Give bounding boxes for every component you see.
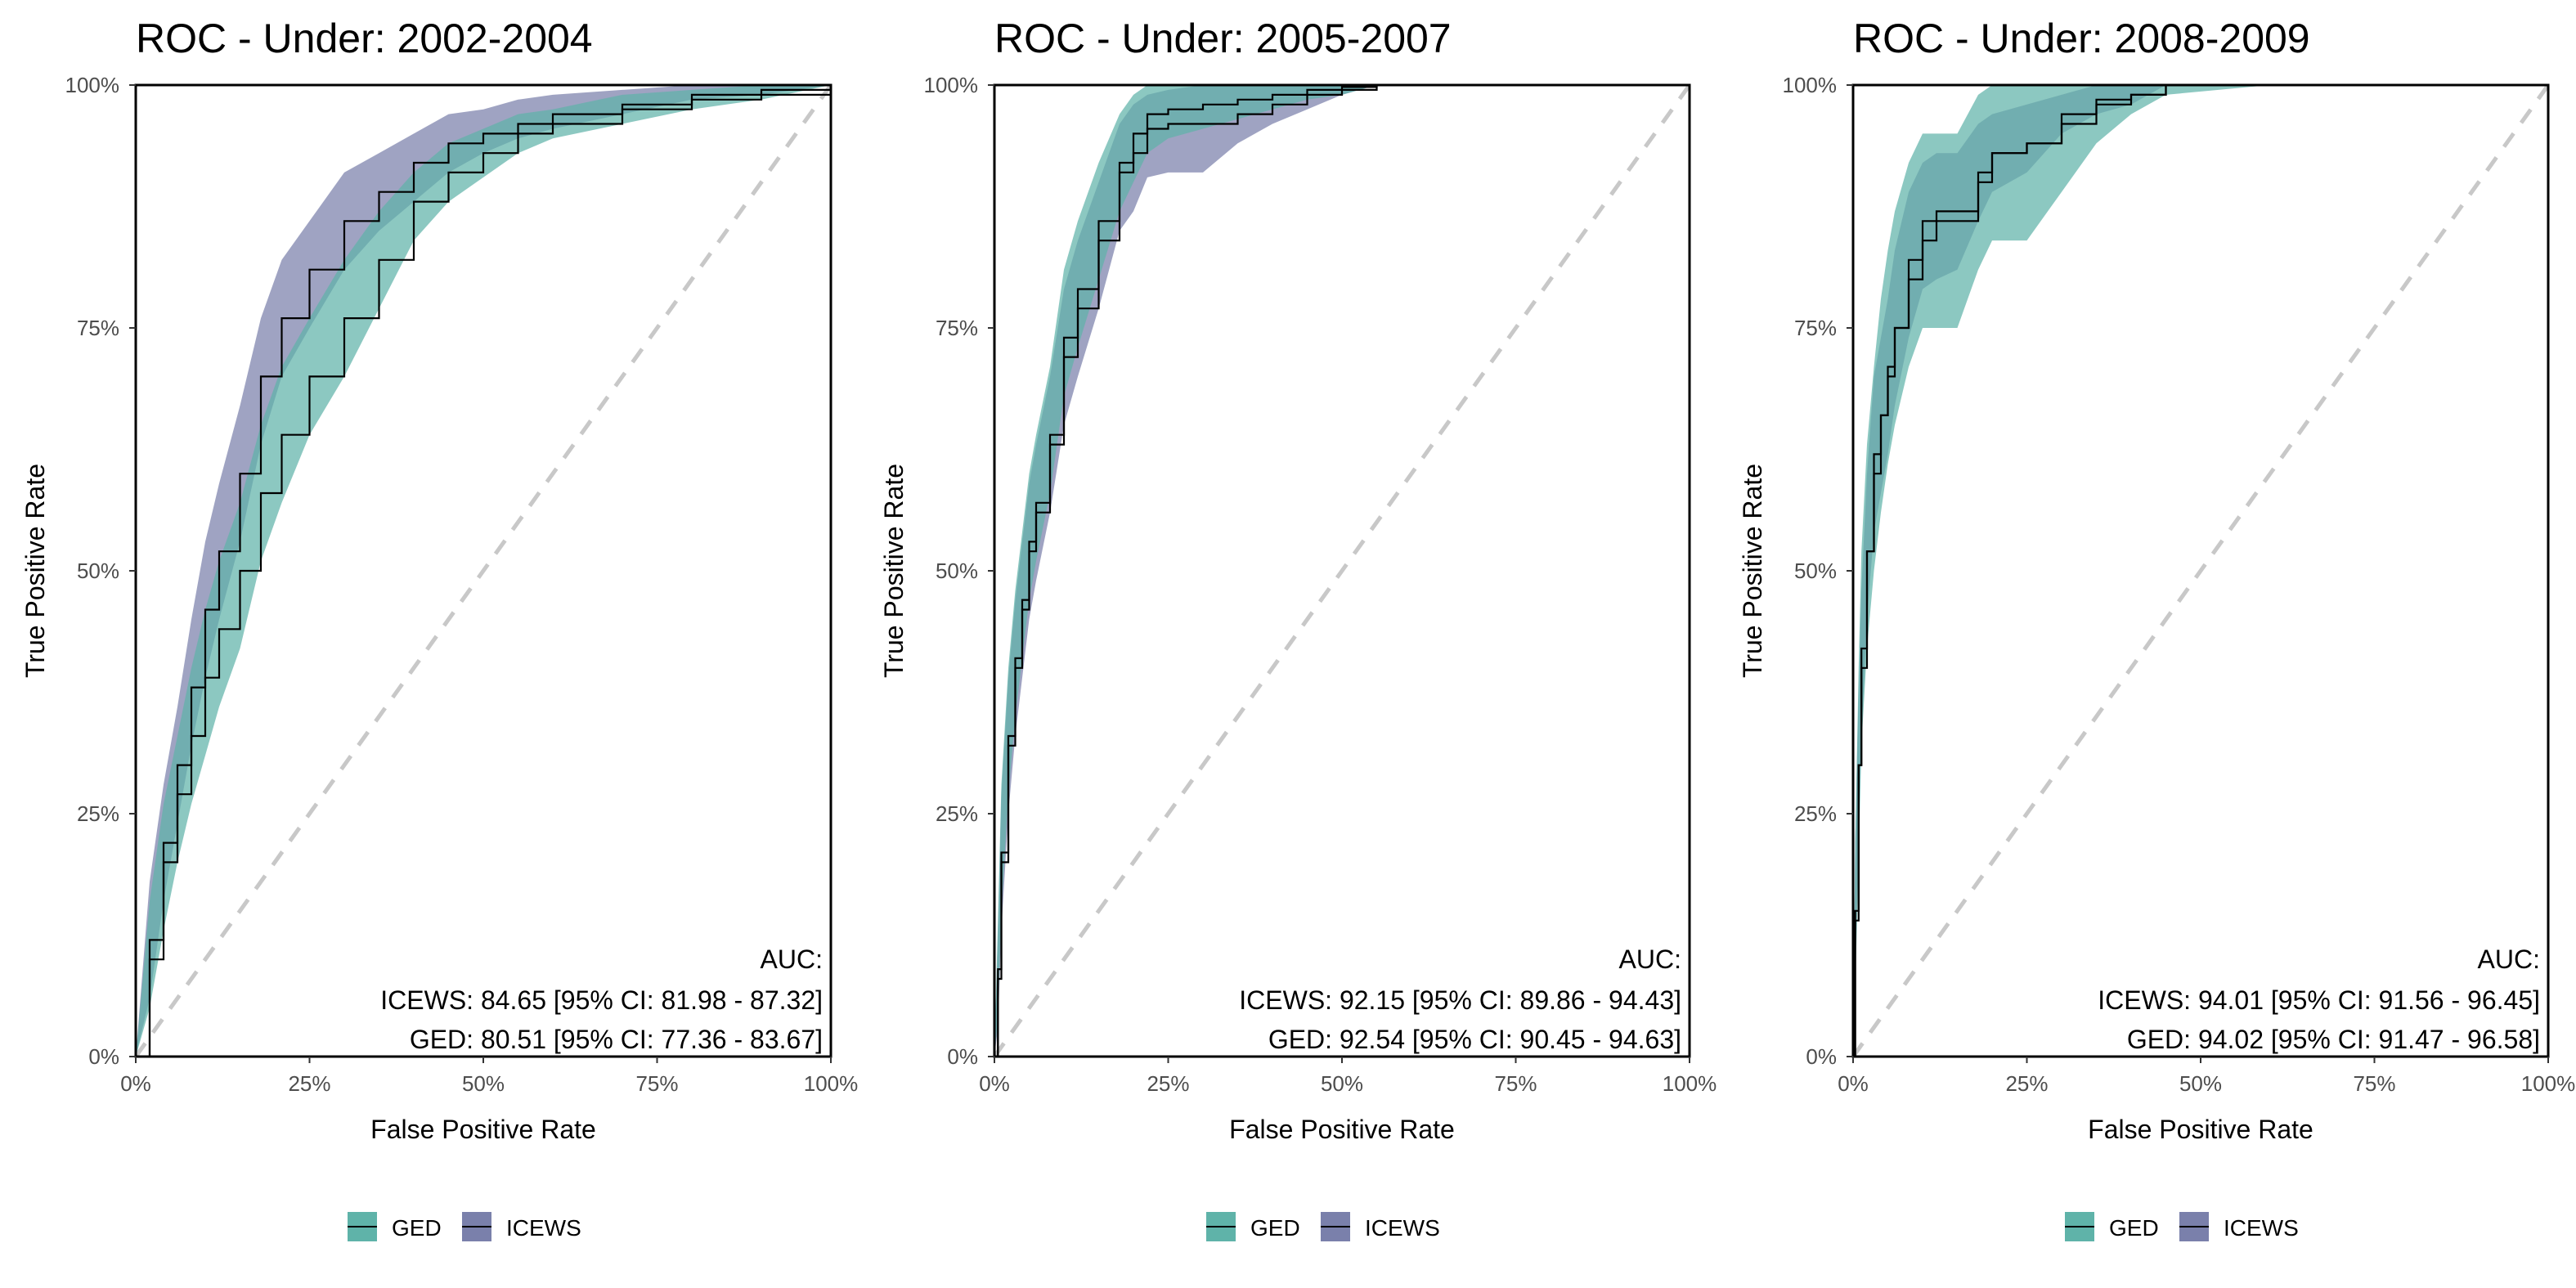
y-tick-label: 25%	[77, 801, 119, 826]
legend: GED ICEWS	[348, 1212, 581, 1241]
y-tick-label: 75%	[936, 316, 978, 340]
confidence-band-ged	[136, 85, 831, 1057]
y-tick-label: 50%	[77, 559, 119, 583]
auc-heading: AUC:	[761, 945, 823, 974]
legend-label-ged: GED	[392, 1215, 442, 1241]
x-tick-label: 25%	[1147, 1071, 1189, 1096]
x-tick-label: 25%	[288, 1071, 330, 1096]
roc-panel-2: ROC - Under: 2005-2007 0% 25% 50% 75% 100% 0% 2…	[879, 16, 1717, 1241]
auc-line: GED: 92.54 [95% CI: 90.45 - 94.63]	[1268, 1025, 1681, 1054]
roc-line-ged	[136, 85, 832, 1058]
y-tick-label: 100%	[924, 73, 979, 97]
auc-heading: AUC:	[1619, 945, 1681, 974]
x-tick-label: 0%	[979, 1071, 1010, 1096]
roc-panel-3: ROC - Under: 2008-2009 0% 25% 50% 75% 100% 0% 2…	[1738, 16, 2575, 1241]
panel-title: ROC - Under: 2002-2004	[136, 16, 593, 61]
x-tick-label: 100%	[804, 1071, 859, 1096]
diagonal-reference-line	[992, 83, 1692, 1058]
x-tick-label: 75%	[2353, 1071, 2395, 1096]
x-tick-label: 50%	[1321, 1071, 1363, 1096]
x-tick-label: 0%	[1838, 1071, 1869, 1096]
y-tick-label: 100%	[65, 73, 120, 97]
y-tick-label: 0%	[88, 1044, 119, 1069]
auc-line: ICEWS: 92.15 [95% CI: 89.86 - 94.43]	[1239, 985, 1681, 1015]
y-axis-label: True Positive Rate	[879, 464, 909, 678]
x-tick-label: 75%	[635, 1071, 678, 1096]
auc-line: ICEWS: 84.65 [95% CI: 81.98 - 87.32]	[380, 985, 823, 1015]
x-axis-label: False Positive Rate	[2088, 1115, 2313, 1144]
legend: GED ICEWS	[1206, 1212, 1440, 1241]
y-axis-label: True Positive Rate	[1738, 464, 1767, 678]
x-tick-label: 0%	[120, 1071, 151, 1096]
roc-panel-1: ROC - Under: 2002-2004 0% 25% 50% 75% 100% 0% 2…	[20, 16, 858, 1241]
y-tick-label: 75%	[1794, 316, 1837, 340]
x-axis-label: False Positive Rate	[1229, 1115, 1455, 1144]
roc-line-ged	[1853, 83, 2548, 1058]
x-tick-label: 75%	[1494, 1071, 1537, 1096]
auc-line: ICEWS: 94.01 [95% CI: 91.56 - 96.45]	[2098, 985, 2540, 1015]
y-tick-label: 25%	[936, 801, 978, 826]
y-tick-label: 25%	[1794, 801, 1837, 826]
legend-label-ged: GED	[1250, 1215, 1300, 1241]
x-tick-label: 50%	[462, 1071, 505, 1096]
roc-line-ged	[994, 83, 1690, 1058]
x-tick-label: 25%	[2005, 1071, 2048, 1096]
legend-label-ged: GED	[2109, 1215, 2159, 1241]
auc-line: GED: 80.51 [95% CI: 77.36 - 83.67]	[410, 1025, 823, 1054]
y-tick-label: 0%	[1806, 1044, 1837, 1069]
legend-label-icews: ICEWS	[506, 1215, 581, 1241]
legend-label-icews: ICEWS	[2224, 1215, 2299, 1241]
y-tick-label: 50%	[936, 559, 978, 583]
auc-line: GED: 94.02 [95% CI: 91.47 - 96.58]	[2127, 1025, 2540, 1054]
y-axis-label: True Positive Rate	[20, 464, 50, 678]
y-tick-label: 50%	[1794, 559, 1837, 583]
y-tick-label: 100%	[1783, 73, 1838, 97]
y-tick-label: 0%	[947, 1044, 978, 1069]
x-axis-label: False Positive Rate	[370, 1115, 596, 1144]
auc-heading: AUC:	[2478, 945, 2540, 974]
diagonal-reference-line	[1851, 83, 2551, 1058]
diagonal-reference-line	[133, 83, 833, 1058]
legend: GED ICEWS	[2065, 1212, 2299, 1241]
x-tick-label: 100%	[2521, 1071, 2576, 1096]
legend-label-icews: ICEWS	[1365, 1215, 1440, 1241]
y-tick-label: 75%	[77, 316, 119, 340]
x-tick-label: 100%	[1663, 1071, 1717, 1096]
panels: ROC - Under: 2002-2004 0% 25% 50% 75% 100% 0% 2…	[20, 16, 2575, 1241]
confidence-band-ged	[1853, 85, 2548, 1057]
panel-title: ROC - Under: 2005-2007	[994, 16, 1452, 61]
x-tick-label: 50%	[2179, 1071, 2222, 1096]
panel-title: ROC - Under: 2008-2009	[1853, 16, 2310, 61]
